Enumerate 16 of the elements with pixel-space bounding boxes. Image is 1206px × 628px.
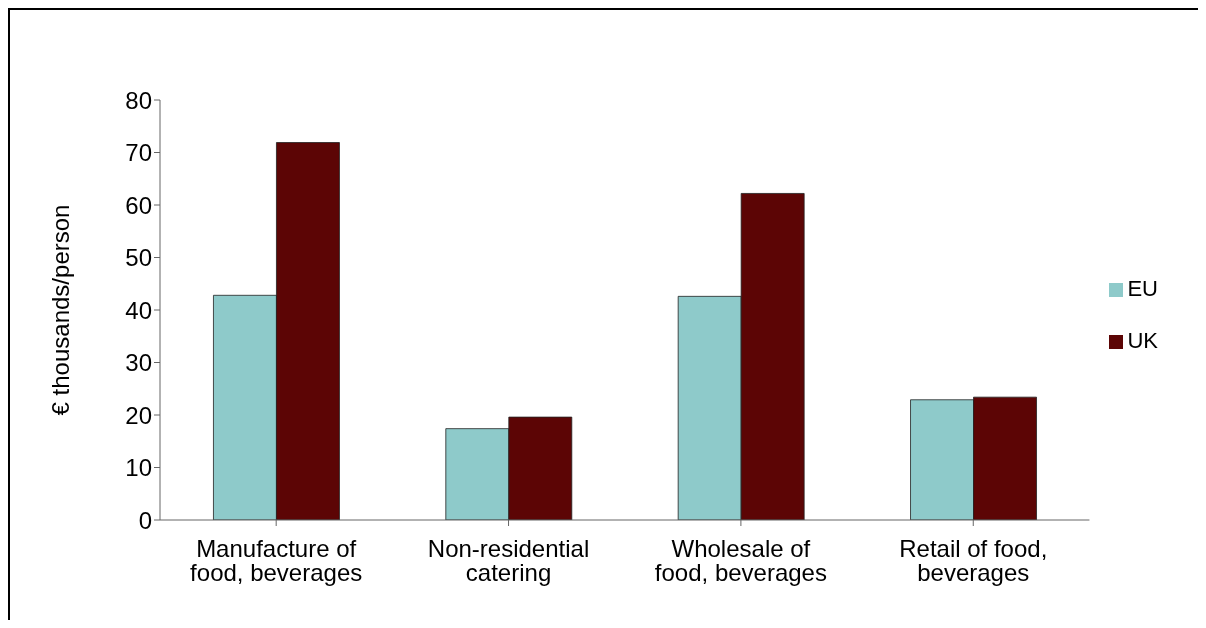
x-tick-label: Retail of food, beverages	[899, 535, 1048, 587]
y-tick-label: 80	[125, 86, 152, 114]
y-tick-label: 0	[138, 506, 152, 534]
y-tick-label: 20	[125, 401, 152, 429]
y-tick-label: 40	[125, 296, 152, 324]
y-tick-label: 30	[125, 349, 152, 377]
y-tick-label: 70	[125, 139, 152, 167]
x-tick-label: Wholesale of food, beverages	[654, 535, 827, 587]
x-tick-label: Manufacture of food, beverages	[190, 535, 363, 587]
x-tick-label: Non-residential catering	[427, 535, 590, 587]
y-tick-label: 10	[125, 454, 152, 482]
legend-label: UK	[1127, 328, 1158, 353]
y-tick-label: 50	[125, 244, 152, 272]
legend-label: EU	[1127, 276, 1158, 301]
y-axis-title: € thousands/person	[46, 204, 74, 416]
y-tick-label: 60	[125, 191, 152, 219]
